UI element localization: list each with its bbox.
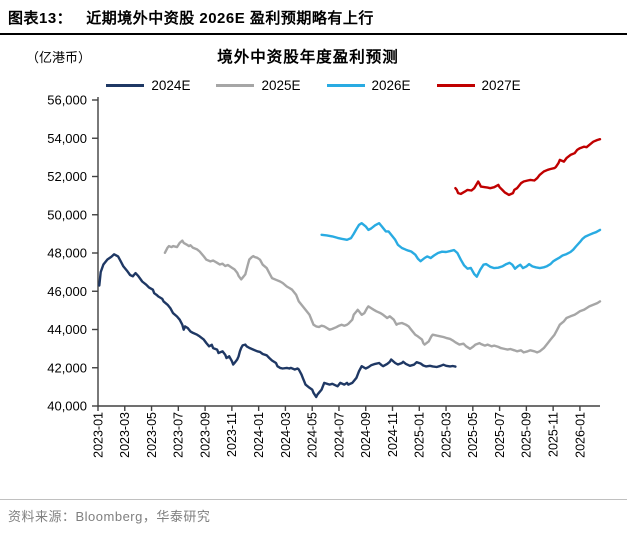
legend-swatch-2024E xyxy=(106,83,145,88)
x-tick-label: 2024-11 xyxy=(386,412,400,457)
y-tick-label: 50,000 xyxy=(47,207,87,222)
x-tick-label: 2023-01 xyxy=(91,412,105,458)
series-2027E xyxy=(454,137,602,197)
figure-title: 近期境外中资股 2026E 盈利预期略有上行 xyxy=(86,10,374,27)
figure-label: 图表13： xyxy=(8,10,73,27)
x-tick-label: 2026-01 xyxy=(573,412,587,458)
series-2025E xyxy=(163,239,602,354)
x-tick-label: 2025-03 xyxy=(439,412,453,458)
legend-label-2025E: 2025E xyxy=(261,78,301,93)
y-tick-label: 56,000 xyxy=(47,93,87,108)
y-tick-label: 44,000 xyxy=(47,322,87,337)
source-text: 资料来源：Bloomberg，华泰研究 xyxy=(8,509,211,524)
x-tick-label: 2023-11 xyxy=(225,412,239,457)
x-tick-label: 2025-09 xyxy=(520,412,534,458)
legend-item-2026E: 2026E xyxy=(326,78,411,93)
x-tick-label: 2024-07 xyxy=(332,412,346,458)
y-tick-label: 42,000 xyxy=(47,360,87,375)
x-tick-label: 2023-03 xyxy=(118,412,132,458)
series-2024E xyxy=(98,253,457,399)
legend-label-2026E: 2026E xyxy=(371,78,411,93)
legend-label-2027E: 2027E xyxy=(481,78,521,93)
y-tick-label: 46,000 xyxy=(47,284,87,299)
y-tick-label: 52,000 xyxy=(47,169,87,184)
source-divider xyxy=(0,499,627,500)
x-tick-label: 2025-11 xyxy=(547,412,561,457)
x-tick-label: 2023-09 xyxy=(198,412,212,458)
legend-item-2025E: 2025E xyxy=(216,78,301,93)
legend-swatch-2025E xyxy=(216,83,255,88)
y-tick-label: 48,000 xyxy=(47,246,87,261)
x-tick-label: 2025-05 xyxy=(466,412,480,458)
legend-swatch-2027E xyxy=(436,83,475,88)
chart-legend: 2024E 2025E 2026E 2027E xyxy=(0,78,627,93)
legend-item-2024E: 2024E xyxy=(106,78,190,93)
x-tick-label: 2023-05 xyxy=(145,412,159,458)
axis-unit-label: （亿港币） xyxy=(26,50,92,65)
figure-header: 图表13： 近期境外中资股 2026E 盈利预期略有上行 xyxy=(8,7,374,28)
header-rule xyxy=(0,33,627,35)
y-tick-label: 54,000 xyxy=(47,131,87,146)
legend-swatch-2026E xyxy=(326,83,365,88)
x-tick-label: 2024-05 xyxy=(306,412,320,458)
x-tick-label: 2024-01 xyxy=(252,412,266,458)
chart-title: 境外中资股年度盈利预测 xyxy=(217,49,399,66)
legend-item-2027E: 2027E xyxy=(436,78,521,93)
x-tick-label: 2025-01 xyxy=(413,412,427,458)
x-tick-label: 2023-07 xyxy=(172,412,186,458)
legend-label-2024E: 2024E xyxy=(151,78,191,93)
y-tick-label: 40,000 xyxy=(47,399,87,414)
x-tick-label: 2024-09 xyxy=(359,412,373,458)
x-tick-label: 2024-03 xyxy=(279,412,293,458)
x-tick-label: 2025-07 xyxy=(493,412,507,458)
series-2026E xyxy=(320,221,602,278)
